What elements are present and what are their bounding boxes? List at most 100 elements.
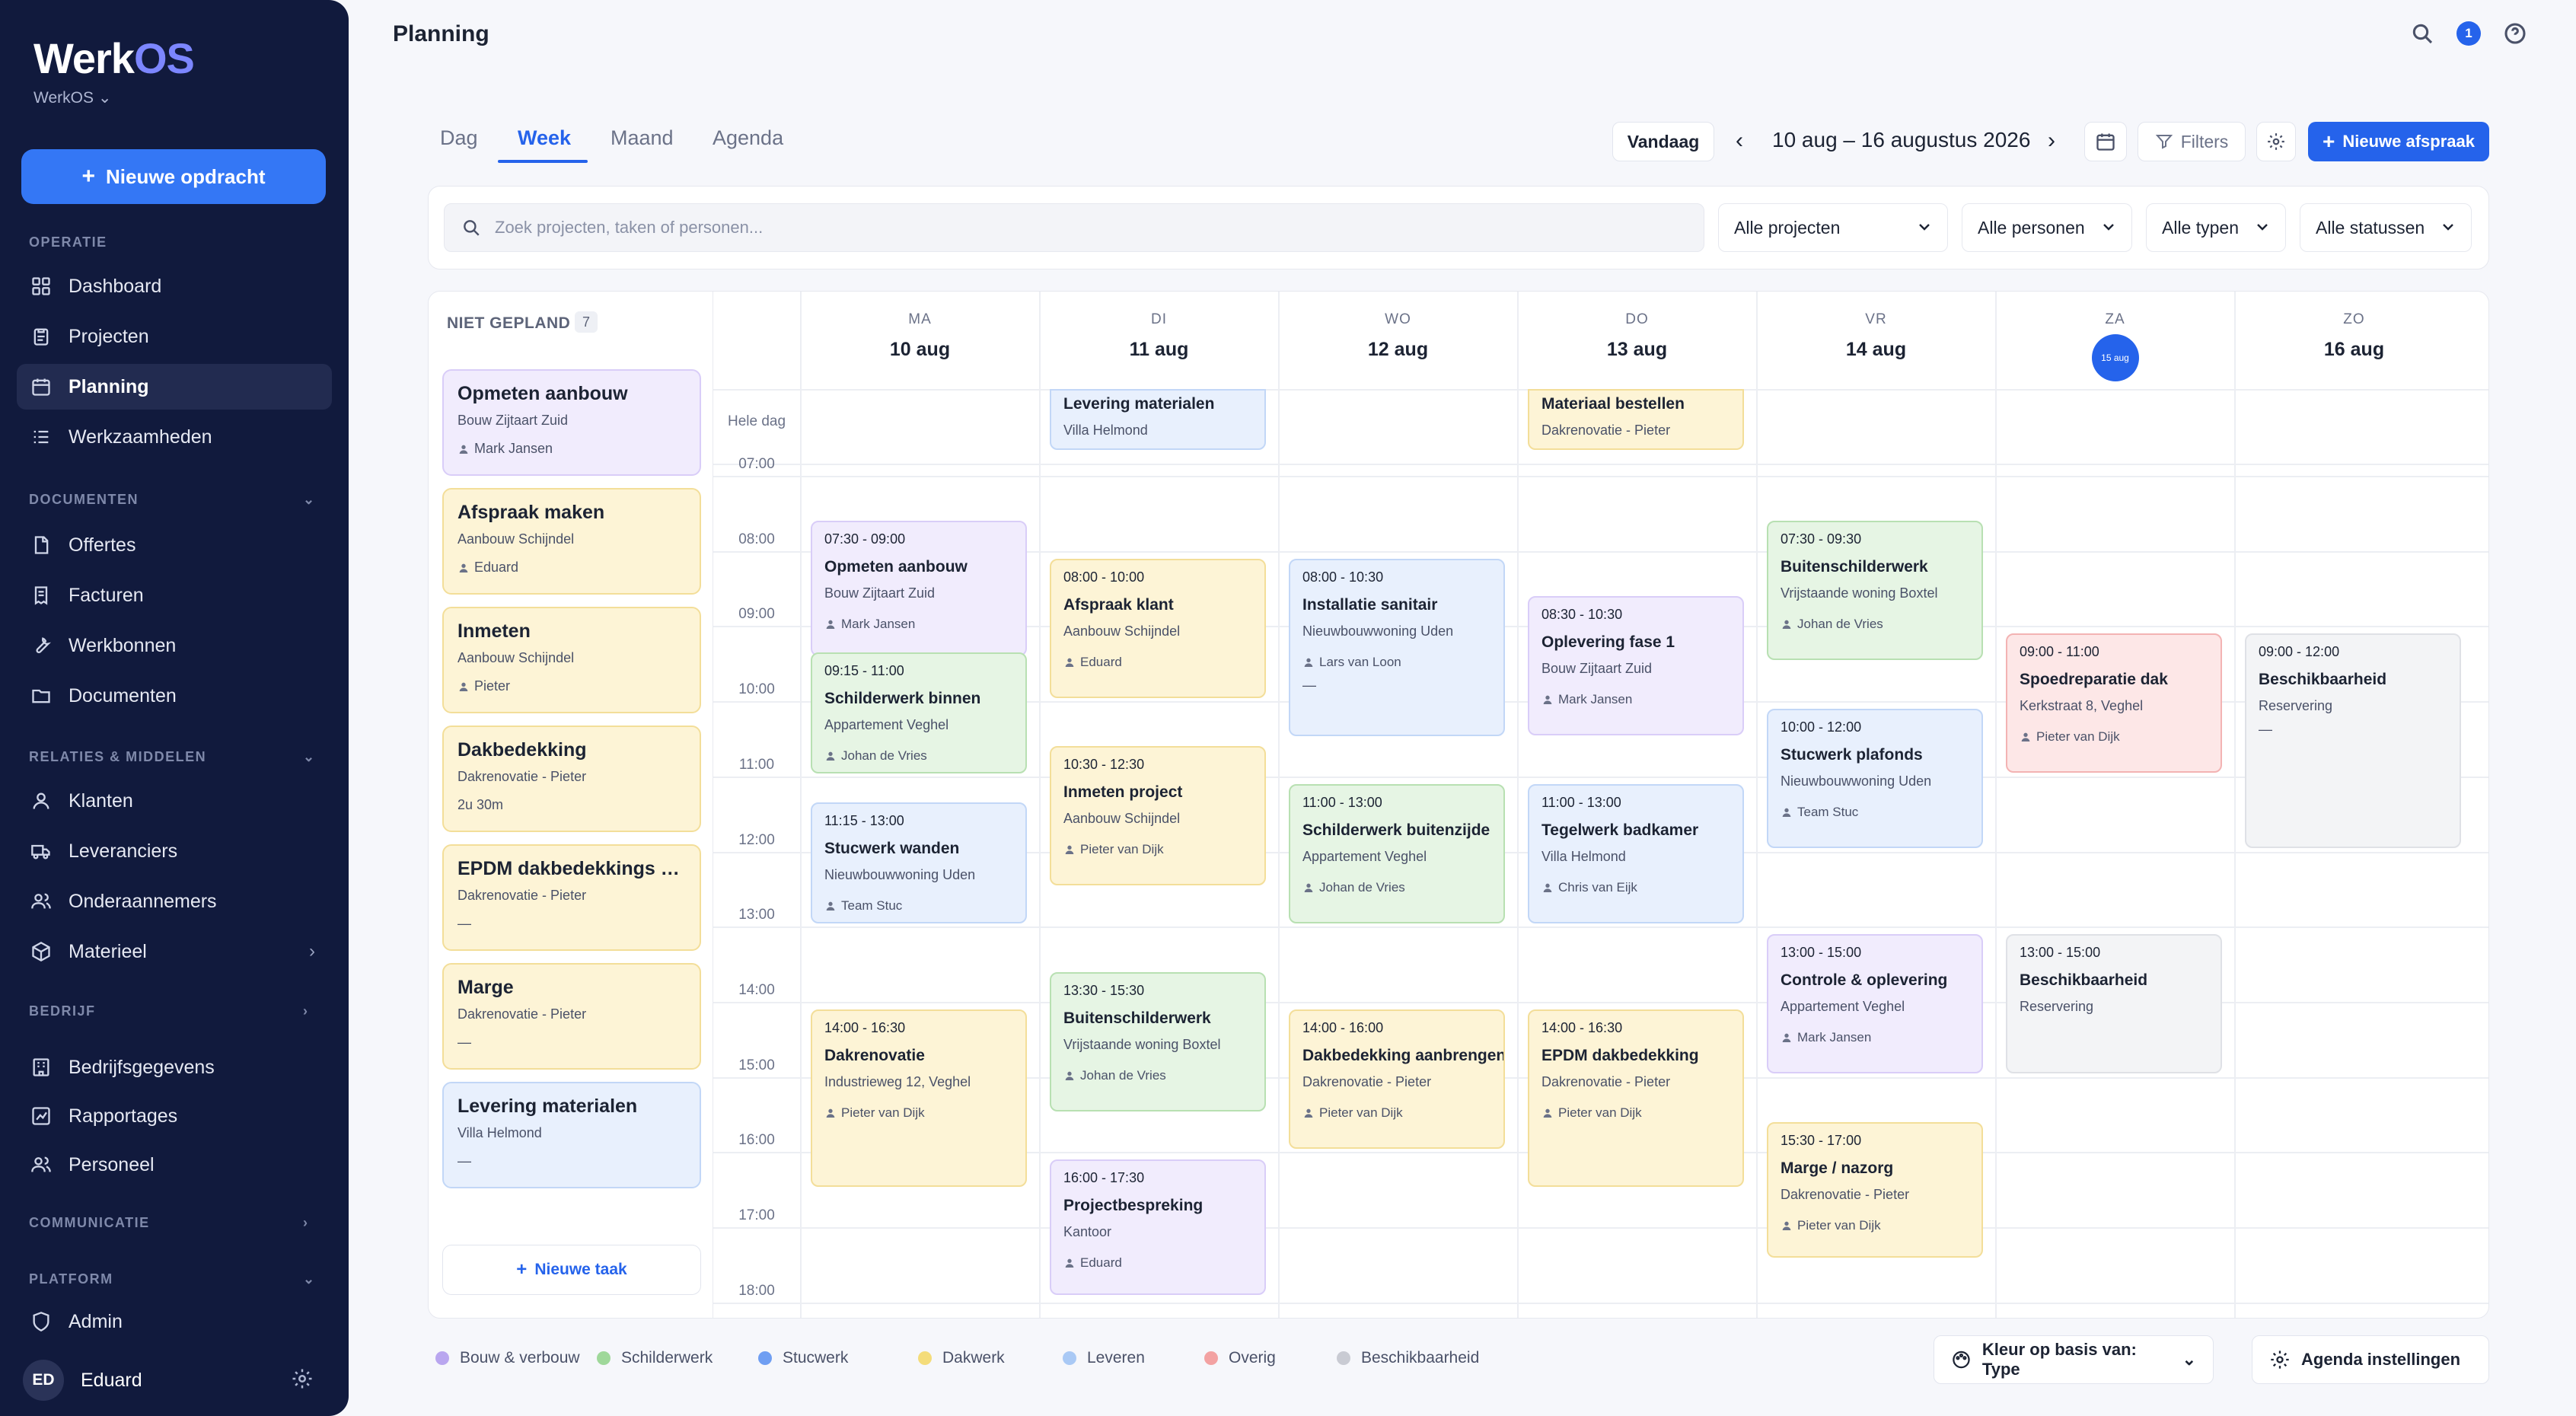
tab-week[interactable]: Week	[518, 126, 572, 149]
next-week-button[interactable]: ›	[2048, 128, 2055, 154]
settings-button[interactable]	[2256, 122, 2296, 161]
tab-maand[interactable]: Maand	[611, 126, 674, 149]
search-input[interactable]	[495, 218, 1637, 238]
calendar-event[interactable]: 11:00 - 13:00 Schilderwerk buitenzijde A…	[1289, 784, 1505, 923]
sidebar-item-werkbonnen[interactable]: Werkbonnen	[17, 623, 332, 668]
calendar-event[interactable]: 11:00 - 13:00 Tegelwerk badkamer Villa H…	[1528, 784, 1744, 923]
tab-dag[interactable]: Dag	[440, 126, 478, 149]
calendar-event[interactable]: 15:30 - 17:00 Marge / nazorg Dakrenovati…	[1767, 1122, 1983, 1258]
person-icon	[1782, 808, 1791, 817]
search-icon[interactable]	[2410, 21, 2434, 46]
chevron-down-icon: ⌄	[2182, 1350, 2196, 1369]
person-icon	[826, 1108, 835, 1118]
calendar-event[interactable]: 13:00 - 15:00 Controle & oplevering Appa…	[1767, 934, 1983, 1073]
calendar-event[interactable]: 07:30 - 09:30 Buitenschilderwerk Vrijsta…	[1767, 521, 1983, 660]
today-button[interactable]: Vandaag	[1612, 122, 1714, 161]
hour-gridline	[713, 1303, 2488, 1304]
event-title: Dakbedekking aanbrengen	[1302, 1047, 1505, 1064]
section-bedrijf[interactable]: BEDRIJF ›	[29, 1003, 309, 1019]
event-assignee: Pieter van Dijk	[1302, 1105, 1491, 1121]
calendar-event[interactable]: 10:00 - 12:00 Stucwerk plafonds Nieuwbou…	[1767, 709, 1983, 848]
sidebar-item-rapportages[interactable]: Rapportages	[17, 1093, 332, 1139]
day-header[interactable]: MA 10 aug	[800, 292, 1039, 389]
person-icon	[1065, 1258, 1074, 1268]
legend-item[interactable]: Dakwerk	[918, 1349, 1005, 1367]
day-header[interactable]: DI 11 aug	[1039, 292, 1278, 389]
sidebar-item-werkzaamheden[interactable]: Werkzaamheden	[17, 414, 332, 460]
sidebar-item-personeel[interactable]: Personeel	[17, 1142, 332, 1188]
help-icon[interactable]	[2503, 21, 2527, 46]
unplanned-task-card[interactable]: Levering materialen Villa Helmond —	[442, 1082, 701, 1188]
unplanned-task-card[interactable]: Opmeten aanbouw Bouw Zijtaart Zuid Mark …	[442, 369, 701, 476]
new-appointment-button[interactable]: + Nieuwe afspraak	[2308, 122, 2489, 161]
day-header[interactable]: ZO 16 aug	[2234, 292, 2473, 389]
task-assignee: —	[457, 1035, 471, 1050]
sidebar-item-facturen[interactable]: Facturen	[17, 572, 332, 618]
calendar-event[interactable]: 08:00 - 10:30 Installatie sanitair Nieuw…	[1289, 559, 1505, 736]
sidebar-item-planning[interactable]: Planning	[17, 364, 332, 410]
color-by-select[interactable]: Kleur op basis van: Type ⌄	[1934, 1335, 2214, 1384]
calendar-event[interactable]: 14:00 - 16:30 EPDM dakbedekking Dakrenov…	[1528, 1009, 1744, 1187]
sidebar-item-documenten[interactable]: Documenten	[17, 673, 332, 719]
people-filter-select[interactable]: Alle personen	[1962, 203, 2132, 252]
sidebar-item-dashboard[interactable]: Dashboard	[17, 263, 332, 309]
legend-item[interactable]: Schilderwerk	[597, 1349, 713, 1367]
event-subtitle: Nieuwbouwwoning Uden	[824, 867, 976, 882]
section-documenten[interactable]: DOCUMENTEN ⌄	[29, 492, 316, 507]
filters-button[interactable]: Filters	[2138, 122, 2246, 161]
sidebar-item-materieel[interactable]: Materieel ›	[17, 929, 332, 974]
section-relaties[interactable]: RELATIES & MIDDELEN ⌄	[29, 749, 316, 764]
hour-label: 15:00	[738, 1057, 775, 1073]
day-header[interactable]: ZA 15 aug	[1995, 292, 2234, 389]
legend-item[interactable]: Bouw & verbouw	[435, 1349, 580, 1367]
sidebar-item-onderaannemers[interactable]: Onderaannemers	[17, 879, 332, 924]
calendar-event[interactable]: 16:00 - 17:30 Projectbespreking Kantoor …	[1050, 1159, 1266, 1295]
unplanned-task-card[interactable]: Afspraak maken Aanbouw Schijndel Eduard	[442, 488, 701, 595]
calendar-settings-button[interactable]: Agenda instellingen	[2252, 1335, 2489, 1384]
tab-agenda[interactable]: Agenda	[713, 126, 784, 149]
calendar-event[interactable]: 07:30 - 09:00 Opmeten aanbouw Bouw Zijta…	[811, 521, 1027, 656]
workspace-switcher[interactable]: WerkOS ⌄	[33, 89, 112, 107]
day-header[interactable]: VR 14 aug	[1756, 292, 1995, 389]
user-profile[interactable]: ED Eduard	[23, 1360, 142, 1401]
calendar-event[interactable]: 11:15 - 13:00 Stucwerk wanden Nieuwbouww…	[811, 802, 1027, 923]
sidebar-item-klanten[interactable]: Klanten	[17, 778, 332, 824]
calendar-event[interactable]: 14:00 - 16:30 Dakrenovatie Industrieweg …	[811, 1009, 1027, 1187]
day-header[interactable]: WO 12 aug	[1278, 292, 1517, 389]
sidebar-item-admin[interactable]: Admin	[17, 1299, 332, 1344]
calendar-event[interactable]: 14:00 - 16:00 Dakbedekking aanbrengen Da…	[1289, 1009, 1505, 1149]
project-filter-select[interactable]: Alle projecten	[1718, 203, 1948, 252]
date-picker-button[interactable]	[2084, 122, 2127, 161]
legend-item[interactable]: Leveren	[1063, 1349, 1145, 1367]
all-day-event[interactable]: Levering materialen Villa Helmond	[1050, 389, 1266, 450]
legend-item[interactable]: Beschikbaarheid	[1337, 1349, 1479, 1367]
sidebar-item-leveranciers[interactable]: Leveranciers	[17, 828, 332, 874]
day-header[interactable]: DO 13 aug	[1517, 292, 1756, 389]
calendar-event[interactable]: 08:00 - 10:00 Afspraak klant Aanbouw Sch…	[1050, 559, 1266, 698]
unplanned-task-card[interactable]: EPDM dakbedekkings ro... Dakrenovatie - …	[442, 844, 701, 951]
status-filter-select[interactable]: Alle statussen	[2300, 203, 2472, 252]
sidebar-item-bedrijfsgegevens[interactable]: Bedrijfsgegevens	[17, 1044, 332, 1090]
calendar-event[interactable]: 10:30 - 12:30 Inmeten project Aanbouw Sc…	[1050, 746, 1266, 885]
all-day-event[interactable]: Materiaal bestellen Dakrenovatie - Piete…	[1528, 389, 1744, 450]
sidebar-item-projecten[interactable]: Projecten	[17, 314, 332, 359]
gear-icon[interactable]	[291, 1367, 314, 1390]
section-platform[interactable]: PLATFORM ⌄	[29, 1271, 316, 1287]
unplanned-task-card[interactable]: Inmeten Aanbouw Schijndel Pieter	[442, 607, 701, 713]
unplanned-task-card[interactable]: Dakbedekking Dakrenovatie - Pieter 2u 30…	[442, 726, 701, 832]
unplanned-task-card[interactable]: Marge Dakrenovatie - Pieter —	[442, 963, 701, 1070]
section-communicatie[interactable]: COMMUNICATIE ›	[29, 1215, 309, 1230]
calendar-event[interactable]: 13:30 - 15:30 Buitenschilderwerk Vrijsta…	[1050, 972, 1266, 1111]
legend-item[interactable]: Overig	[1204, 1349, 1276, 1367]
legend-item[interactable]: Stucwerk	[758, 1349, 848, 1367]
new-task-button[interactable]: + Nieuwe taak	[442, 1245, 701, 1295]
type-filter-select[interactable]: Alle typen	[2146, 203, 2286, 252]
calendar-event[interactable]: 09:00 - 11:00 Spoedreparatie dak Kerkstr…	[2006, 633, 2222, 773]
sidebar-item-offertes[interactable]: Offertes	[17, 522, 332, 568]
notification-badge[interactable]: 1	[2456, 21, 2481, 46]
calendar-event[interactable]: 13:00 - 15:00 Beschikbaarheid Reserverin…	[2006, 934, 2222, 1073]
new-job-button[interactable]: + Nieuwe opdracht	[21, 149, 326, 204]
calendar-event[interactable]: 09:00 - 12:00 Beschikbaarheid Reserverin…	[2245, 633, 2461, 848]
calendar-event[interactable]: 09:15 - 11:00 Schilderwerk binnen Appart…	[811, 652, 1027, 773]
calendar-event[interactable]: 08:30 - 10:30 Oplevering fase 1 Bouw Zij…	[1528, 596, 1744, 735]
